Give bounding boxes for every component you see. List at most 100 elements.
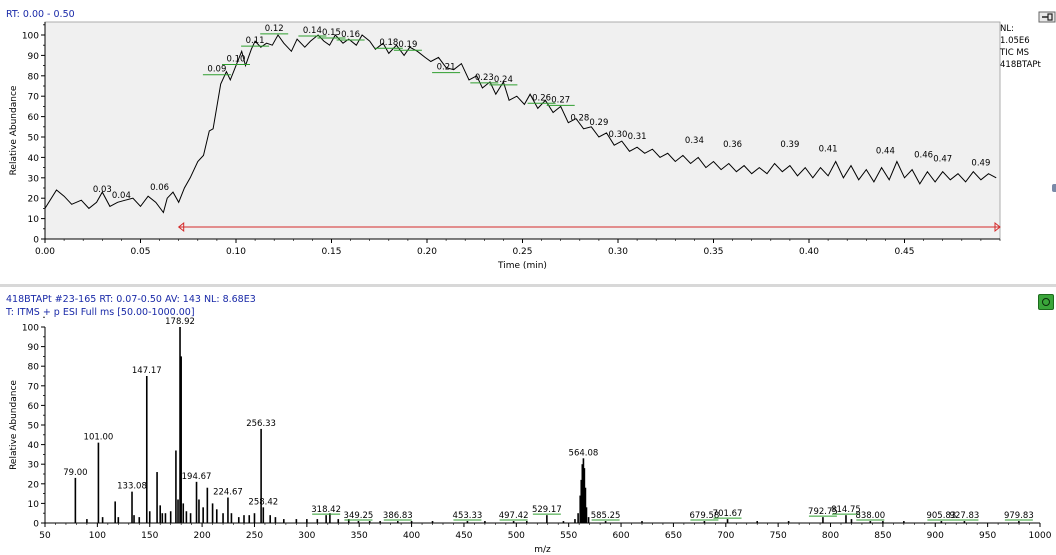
y-tick-label: 80 [28,363,40,373]
y-tick-label: 10 [28,500,40,510]
peak-label: 101.00 [84,433,114,443]
y-tick-label: 30 [28,174,40,184]
peak-label: 0.28 [570,114,589,124]
peak-label: 0.34 [685,136,704,146]
peak-label: 0.12 [265,24,284,34]
x-tick-label: 0.15 [321,247,341,257]
x-tick-label: 0.05 [130,247,150,257]
nl-label: 418BTAPt [1000,60,1042,70]
peak-label: 0.16 [341,30,360,40]
y-tick-label: 40 [28,441,40,451]
peak-label: 349.25 [344,511,374,521]
peak-label: 0.46 [914,150,933,160]
pane-scroll-handle[interactable] [1052,184,1056,192]
x-axis-title: Time (min) [497,261,547,271]
peak-label: 792.75 [808,507,838,517]
peak-label: 979.83 [1004,511,1034,521]
peak-label: 0.09 [207,65,226,75]
x-tick-label: 0.40 [799,247,819,257]
tic-trace [44,34,997,214]
x-tick-label: 200 [194,531,211,541]
peak-label: 453.33 [453,511,483,521]
y-tick-label: 70 [28,93,40,103]
peak-label: 386.83 [383,511,413,521]
scan-filter-header: T: ITMS + p ESI Full ms [50.00-1000.00] [6,307,195,318]
peak-label: 256.33 [246,419,276,429]
x-tick-label: 150 [141,531,158,541]
peak-label: 529.17 [532,505,562,515]
peak-label: 194.67 [182,472,212,482]
x-tick-label: 500 [508,531,525,541]
peak-label: 814.75 [831,505,861,515]
y-tick-label: 100 [22,32,39,42]
x-tick-label: 300 [298,531,315,541]
rt-range-header: RT: 0.00 - 0.50 [6,9,75,20]
x-tick-label: 0.10 [226,247,246,257]
peak-label: 0.15 [322,28,341,38]
pin-icon[interactable] [1038,8,1056,26]
peak-label: 0.26 [532,93,551,103]
peak-label: 79.00 [63,468,87,478]
spectrum-pane[interactable]: 418BTAPt #23-165 RT: 0.07-0.50 AV: 143 N… [0,287,1056,555]
peak-label: 178.92 [165,317,195,327]
x-tick-label: 50 [39,531,51,541]
x-tick-label: 0.20 [417,247,437,257]
x-tick-label: 0.00 [35,247,55,257]
x-tick-label: 900 [927,531,944,541]
y-tick-label: 0 [33,236,39,246]
y-tick-label: 40 [28,154,40,164]
peak-label: 0.27 [551,95,570,105]
nl-label: 1.05E6 [1000,36,1030,46]
peak-label: 0.19 [398,40,417,50]
nl-label: NL: [1000,24,1014,34]
x-tick-label: 550 [560,531,577,541]
peak-label: 0.03 [93,185,112,195]
y-axis-title: Relative Abundance [9,85,19,175]
x-tick-label: 850 [874,531,891,541]
nl-label: TIC MS [999,48,1029,58]
y-tick-label: 20 [28,195,40,205]
peak-label: 0.29 [589,118,608,128]
peak-label: 838.00 [855,511,885,521]
x-tick-label: 400 [403,531,420,541]
spectrum-button-icon[interactable] [1038,294,1054,310]
y-tick-label: 90 [28,52,40,62]
peak-label: 497.42 [499,511,529,521]
x-tick-label: 800 [822,531,839,541]
peak-label: 0.44 [876,146,895,156]
y-tick-label: 60 [28,113,40,123]
x-tick-label: 450 [455,531,472,541]
peak-label: 0.04 [112,191,131,201]
y-tick-label: 50 [28,134,40,144]
peak-label: 927.83 [950,511,980,521]
pane-splitter[interactable] [0,284,1056,287]
chromatogram-pane[interactable]: RT: 0.00 - 0.50 0 10 20 30 40 50 60 70 80 90 100 0.… [0,0,1056,284]
peak-label: 0.24 [494,75,513,85]
peak-label: 0.36 [723,140,742,150]
peak-label: 0.21 [437,63,456,73]
peak-label: 224.67 [213,488,243,498]
peak-label: 0.30 [609,130,628,140]
x-tick-label: 700 [717,531,734,541]
x-tick-label: 750 [770,531,787,541]
peak-label: 0.06 [150,183,169,193]
y-tick-label: 0 [33,520,39,530]
peak-label: 679.58 [690,511,720,521]
peak-label: 0.31 [628,132,647,142]
peak-label: 905.83 [926,511,956,521]
peak-label: 0.41 [819,144,838,154]
peak-label: 0.14 [303,26,322,36]
y-tick-label: 80 [28,72,40,82]
peak-label: 0.11 [246,36,265,46]
peak-label: 133.08 [117,482,147,492]
peak-label: 147.17 [132,366,162,376]
plot-area [44,21,1001,240]
x-tick-label: 600 [612,531,629,541]
y-tick-label: 50 [28,422,40,432]
x-tick-label: 0.45 [894,247,914,257]
mass-spectrum-chart[interactable]: 0 10 20 30 40 50 60 70 80 90 100 50 100 150 200 250 300 3… [0,287,1056,555]
x-tick-label: 0.25 [512,247,532,257]
range-end-marker [994,221,1001,233]
x-tick-label: 100 [89,531,106,541]
